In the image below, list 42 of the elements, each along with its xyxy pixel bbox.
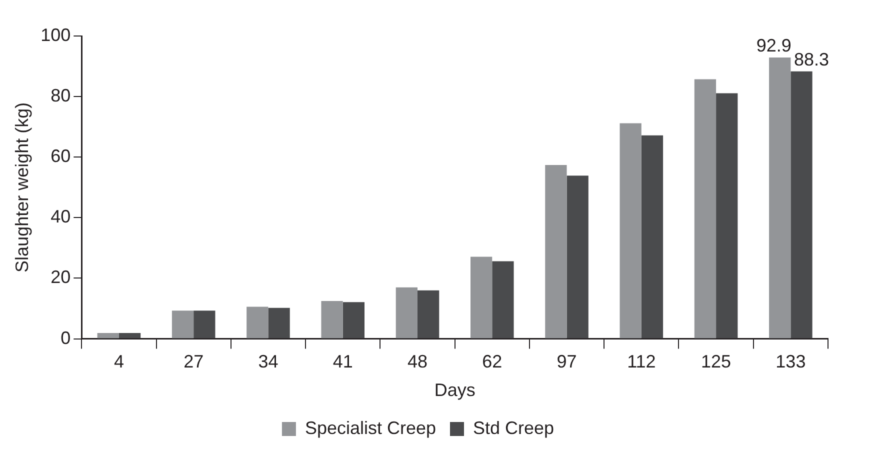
x-tick-label: 97 bbox=[556, 352, 577, 372]
x-tick-label: 41 bbox=[332, 352, 353, 372]
bar bbox=[118, 333, 141, 338]
y-tick-label: 0 bbox=[60, 328, 71, 348]
bar bbox=[716, 93, 738, 338]
y-axis-title: Slaughter weight (kg) bbox=[12, 102, 32, 272]
bar bbox=[194, 310, 216, 338]
y-tick-label: 60 bbox=[50, 146, 71, 166]
x-tick-label: 62 bbox=[482, 352, 502, 372]
y-tick-label: 100 bbox=[40, 24, 71, 45]
bar bbox=[97, 333, 119, 338]
x-tick-label: 27 bbox=[184, 352, 204, 372]
data-label: 92.9 bbox=[756, 35, 792, 56]
y-tick-label: 40 bbox=[50, 206, 71, 227]
legend-label: Specialist Creep bbox=[304, 418, 436, 438]
x-axis-title: Days bbox=[434, 380, 476, 400]
bar bbox=[396, 287, 418, 338]
x-tick-label: 48 bbox=[407, 352, 428, 372]
data-label: 88.3 bbox=[794, 49, 830, 70]
bar bbox=[492, 261, 514, 338]
bar bbox=[342, 302, 365, 338]
bar bbox=[172, 310, 194, 338]
y-tick-label: 80 bbox=[50, 86, 71, 106]
x-tick-label: 4 bbox=[114, 352, 124, 372]
bar bbox=[694, 79, 716, 338]
bar bbox=[268, 308, 290, 338]
bar bbox=[620, 123, 642, 338]
bar bbox=[470, 256, 492, 338]
y-tick-label: 20 bbox=[50, 267, 71, 288]
x-tick-label: 34 bbox=[258, 352, 278, 372]
bar bbox=[321, 300, 343, 338]
bar bbox=[418, 290, 440, 338]
x-tick-label: 125 bbox=[701, 352, 732, 372]
bar bbox=[246, 306, 268, 338]
bar bbox=[641, 135, 664, 338]
legend-label: Std Creep bbox=[473, 418, 554, 438]
x-tick-label: 112 bbox=[627, 352, 656, 372]
bar bbox=[769, 58, 791, 338]
bar bbox=[790, 71, 812, 338]
x-tick-label: 133 bbox=[776, 352, 806, 372]
bar bbox=[566, 176, 588, 338]
bar bbox=[545, 164, 567, 338]
